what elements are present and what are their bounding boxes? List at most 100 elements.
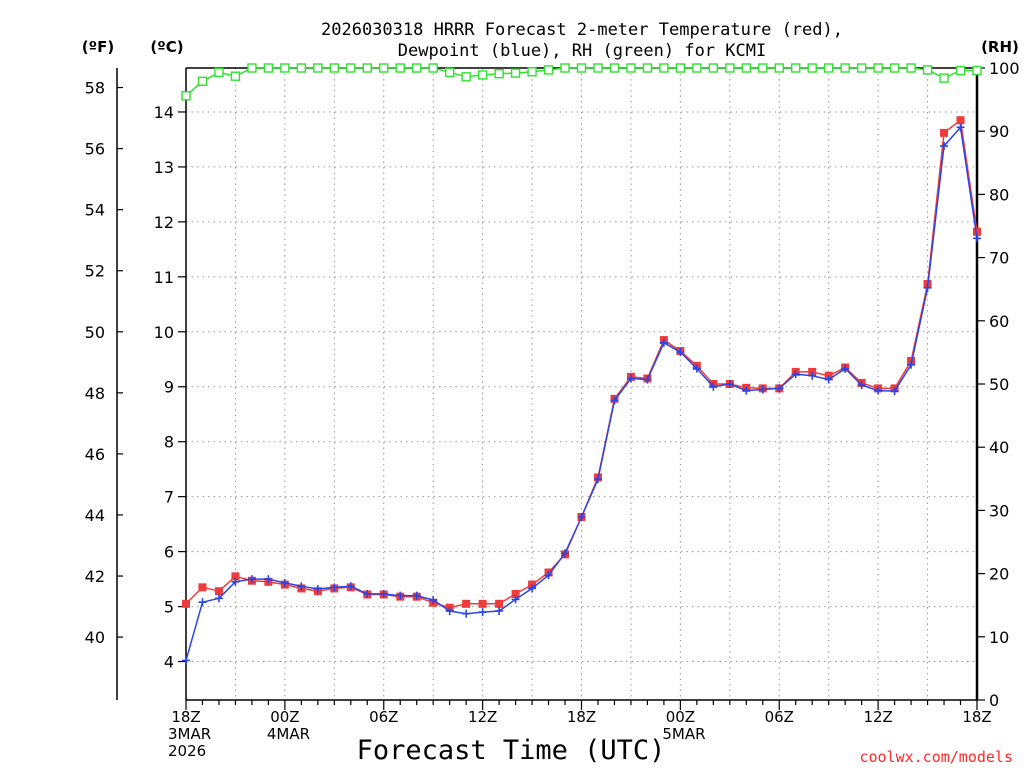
rh-tick-label: 70	[989, 249, 1009, 268]
x-tick-label: 00Z	[270, 708, 299, 726]
fahrenheit-tick-label: 42	[85, 567, 105, 586]
dewpoint-point	[676, 348, 685, 357]
temperature-point	[511, 589, 520, 598]
rh-point	[181, 91, 191, 101]
x-tick-label: 12Z	[468, 708, 497, 726]
rh-point	[395, 63, 405, 73]
dewpoint-point	[874, 386, 883, 395]
celsius-tick-label: 8	[164, 433, 174, 452]
temperature-point	[495, 599, 504, 608]
dewpoint-point	[692, 364, 701, 373]
series-temperature	[182, 116, 981, 612]
dewpoint-point	[725, 380, 734, 388]
dewpoint-point	[280, 578, 289, 587]
rh-point	[922, 65, 933, 75]
dewpoint-point	[346, 582, 355, 591]
temperature-line	[185, 118, 978, 609]
x-tick-label: 18Z	[962, 708, 991, 726]
x-tick-label: 4MAR	[267, 725, 310, 743]
rh-point	[823, 63, 834, 73]
rh-point	[626, 63, 636, 73]
rh-point	[609, 63, 620, 73]
x-axis-title: Forecast Time (UTC)	[357, 735, 666, 766]
rh-point	[362, 63, 372, 73]
dewpoint-point	[626, 374, 635, 383]
celsius-tick-label: 14	[154, 103, 174, 122]
x-tick-label: 18Z	[171, 708, 200, 726]
rh-point	[642, 63, 653, 73]
rh-point	[741, 63, 751, 73]
fahrenheit-unit-label: (ºF)	[82, 38, 114, 56]
dewpoint-point	[561, 549, 570, 558]
celsius-tick-label: 11	[154, 268, 174, 287]
rh-point	[576, 63, 587, 73]
celsius-tick-label: 5	[164, 598, 174, 617]
dewpoint-point	[495, 606, 504, 615]
rh-point	[889, 63, 900, 73]
x-tick-label: 06Z	[765, 708, 794, 726]
x-tick-label: 06Z	[369, 708, 398, 726]
fahrenheit-tick-label: 52	[85, 262, 105, 281]
dewpoint-point	[659, 338, 668, 347]
rh-point	[280, 63, 290, 73]
source-credit[interactable]: coolwx.com/models	[859, 748, 1013, 766]
celsius-tick-label: 13	[154, 158, 174, 177]
fahrenheit-tick-label: 54	[85, 201, 105, 220]
celsius-tick-label: 9	[164, 378, 174, 397]
rh-unit-label: (RH)	[981, 38, 1019, 56]
dewpoint-point	[231, 577, 240, 586]
rh-point	[840, 63, 850, 73]
temperature-point	[956, 116, 965, 125]
celsius-unit-label: (ºC)	[150, 38, 183, 56]
rh-point	[939, 73, 949, 83]
celsius-tick-label: 7	[164, 488, 174, 507]
rh-point	[444, 67, 455, 78]
dewpoint-point	[940, 142, 949, 151]
dewpoint-point	[907, 360, 916, 369]
dewpoint-point	[182, 656, 190, 665]
dewpoint-point	[511, 595, 520, 604]
title-line-1: 2026030318 HRRR Forecast 2-meter Tempera…	[321, 20, 843, 40]
dewpoint-point	[758, 385, 767, 394]
rh-point	[955, 65, 966, 76]
rh-point	[510, 68, 521, 78]
dewpoint-point	[379, 589, 388, 598]
rh-point	[807, 63, 817, 73]
rh-point	[313, 63, 323, 73]
data-series	[181, 63, 982, 665]
celsius-tick-label: 4	[164, 653, 174, 672]
fahrenheit-tick-label: 50	[85, 323, 105, 342]
rh-point	[247, 63, 257, 73]
rh-point	[461, 72, 471, 82]
dewpoint-point	[363, 589, 372, 598]
temperature-point	[462, 599, 471, 608]
dewpoint-point	[264, 575, 273, 584]
temperature-point	[214, 587, 223, 596]
rh-point	[477, 70, 488, 80]
rh-point	[329, 63, 340, 73]
rh-point	[230, 71, 241, 81]
rh-point	[296, 63, 307, 73]
dewpoint-point	[429, 595, 438, 604]
dewpoint-point	[791, 370, 800, 379]
rh-point	[972, 65, 982, 76]
rh-point	[214, 67, 224, 78]
rh-point	[560, 63, 570, 73]
fahrenheit-tick-label: 48	[85, 384, 105, 403]
rh-tick-label: 20	[989, 565, 1009, 584]
dewpoint-point	[412, 591, 421, 600]
rh-tick-label: 60	[989, 312, 1009, 331]
x-tick-label: 12Z	[863, 708, 892, 726]
x-tick-label: 2026	[168, 742, 206, 760]
dewpoint-point	[445, 606, 454, 615]
dewpoint-point	[544, 571, 553, 580]
rh-point	[543, 65, 554, 75]
dewpoint-point	[528, 584, 537, 593]
rh-point	[791, 63, 801, 73]
celsius-tick-label: 10	[154, 323, 174, 342]
rh-point	[774, 63, 784, 73]
rh-point	[346, 63, 356, 73]
x-tick-label: 00Z	[666, 708, 695, 726]
